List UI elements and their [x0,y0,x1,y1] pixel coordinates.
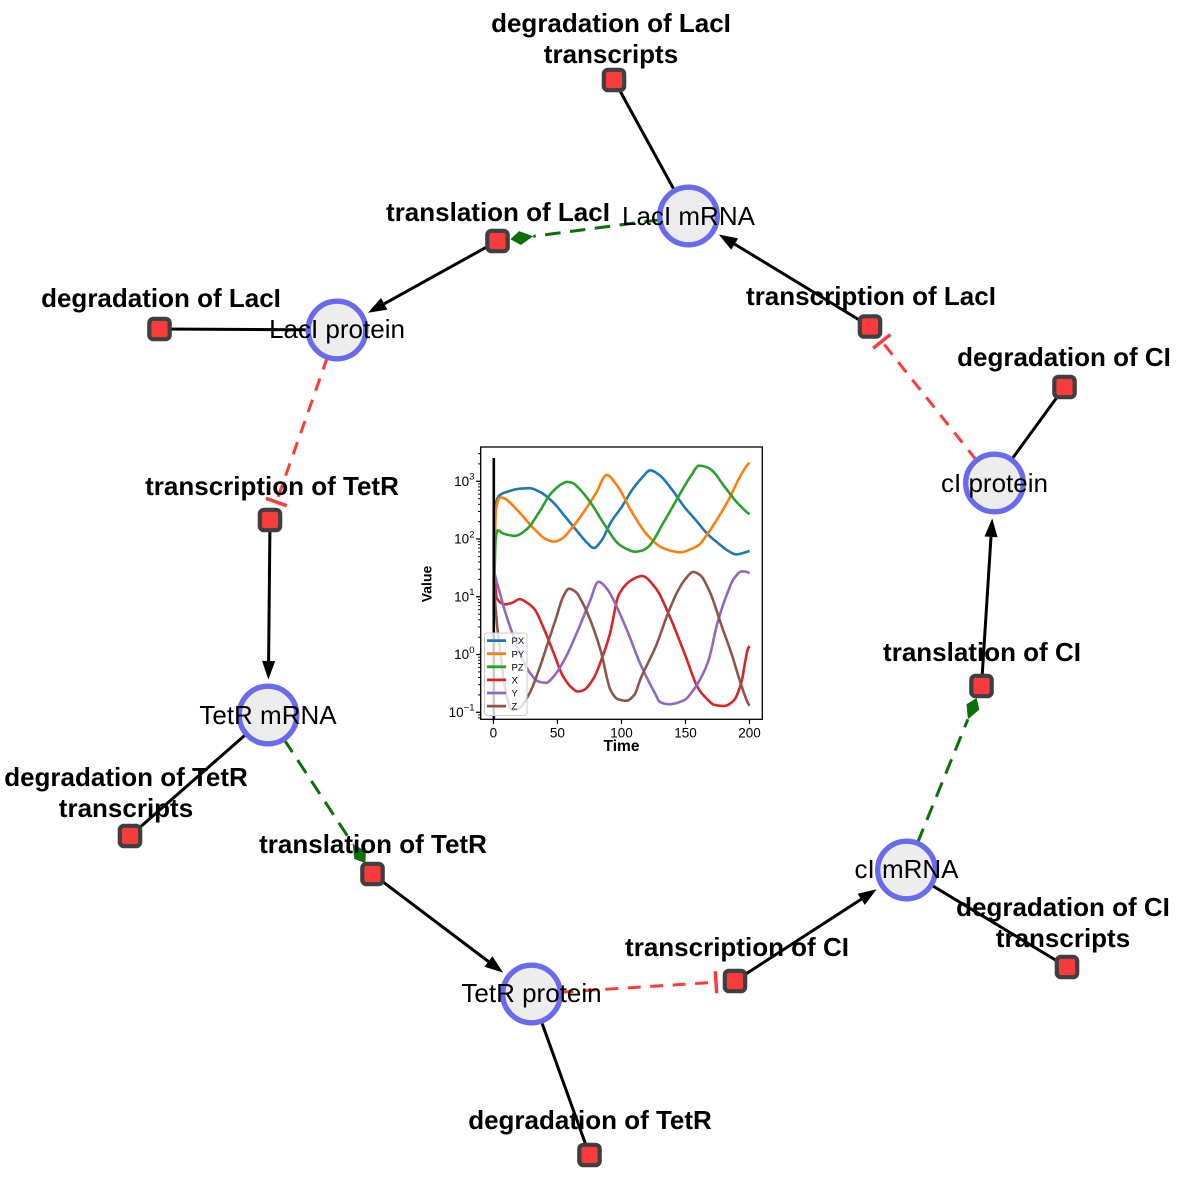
svg-text:150: 150 [674,725,697,740]
svg-text:PZ: PZ [512,662,524,673]
svg-text:translation of CI: translation of CI [883,637,1081,667]
svg-text:X: X [512,676,519,687]
svg-text:Value: Value [419,566,435,603]
svg-text:LacI protein: LacI protein [269,314,405,344]
svg-text:Y: Y [512,689,519,700]
svg-text:cI protein: cI protein [941,468,1048,498]
svg-text:transcription of LacI: transcription of LacI [746,281,996,311]
svg-text:transcripts: transcripts [59,793,193,823]
svg-text:cI mRNA: cI mRNA [855,854,960,884]
svg-text:transcription of TetR: transcription of TetR [145,471,399,501]
svg-text:degradation of TetR: degradation of TetR [468,1105,712,1135]
svg-text:TetR mRNA: TetR mRNA [199,700,337,730]
svg-text:degradation of LacI: degradation of LacI [491,8,731,38]
svg-text:101: 101 [454,587,474,604]
svg-text:transcripts: transcripts [544,39,678,69]
svg-text:degradation of LacI: degradation of LacI [41,283,281,313]
svg-text:103: 103 [454,472,474,489]
svg-text:degradation of CI: degradation of CI [957,342,1171,372]
svg-text:102: 102 [454,529,474,546]
svg-text:200: 200 [738,725,761,740]
svg-text:100: 100 [454,645,474,662]
svg-text:LacI mRNA: LacI mRNA [622,201,756,231]
svg-text:Time: Time [604,738,640,755]
svg-text:PY: PY [512,649,525,660]
svg-text:transcription of CI: transcription of CI [625,932,849,962]
svg-text:PX: PX [512,636,525,647]
svg-text:Z: Z [512,702,518,713]
svg-text:degradation of CI: degradation of CI [956,892,1170,922]
svg-text:10−1: 10−1 [449,703,475,720]
svg-text:50: 50 [550,725,565,740]
svg-text:translation of TetR: translation of TetR [259,829,487,859]
svg-text:degradation of TetR: degradation of TetR [4,762,248,792]
svg-text:translation of LacI: translation of LacI [386,197,610,227]
svg-text:TetR protein: TetR protein [461,978,601,1008]
svg-text:transcripts: transcripts [996,923,1130,953]
svg-text:0: 0 [490,725,498,740]
svg-text:100: 100 [610,725,633,740]
